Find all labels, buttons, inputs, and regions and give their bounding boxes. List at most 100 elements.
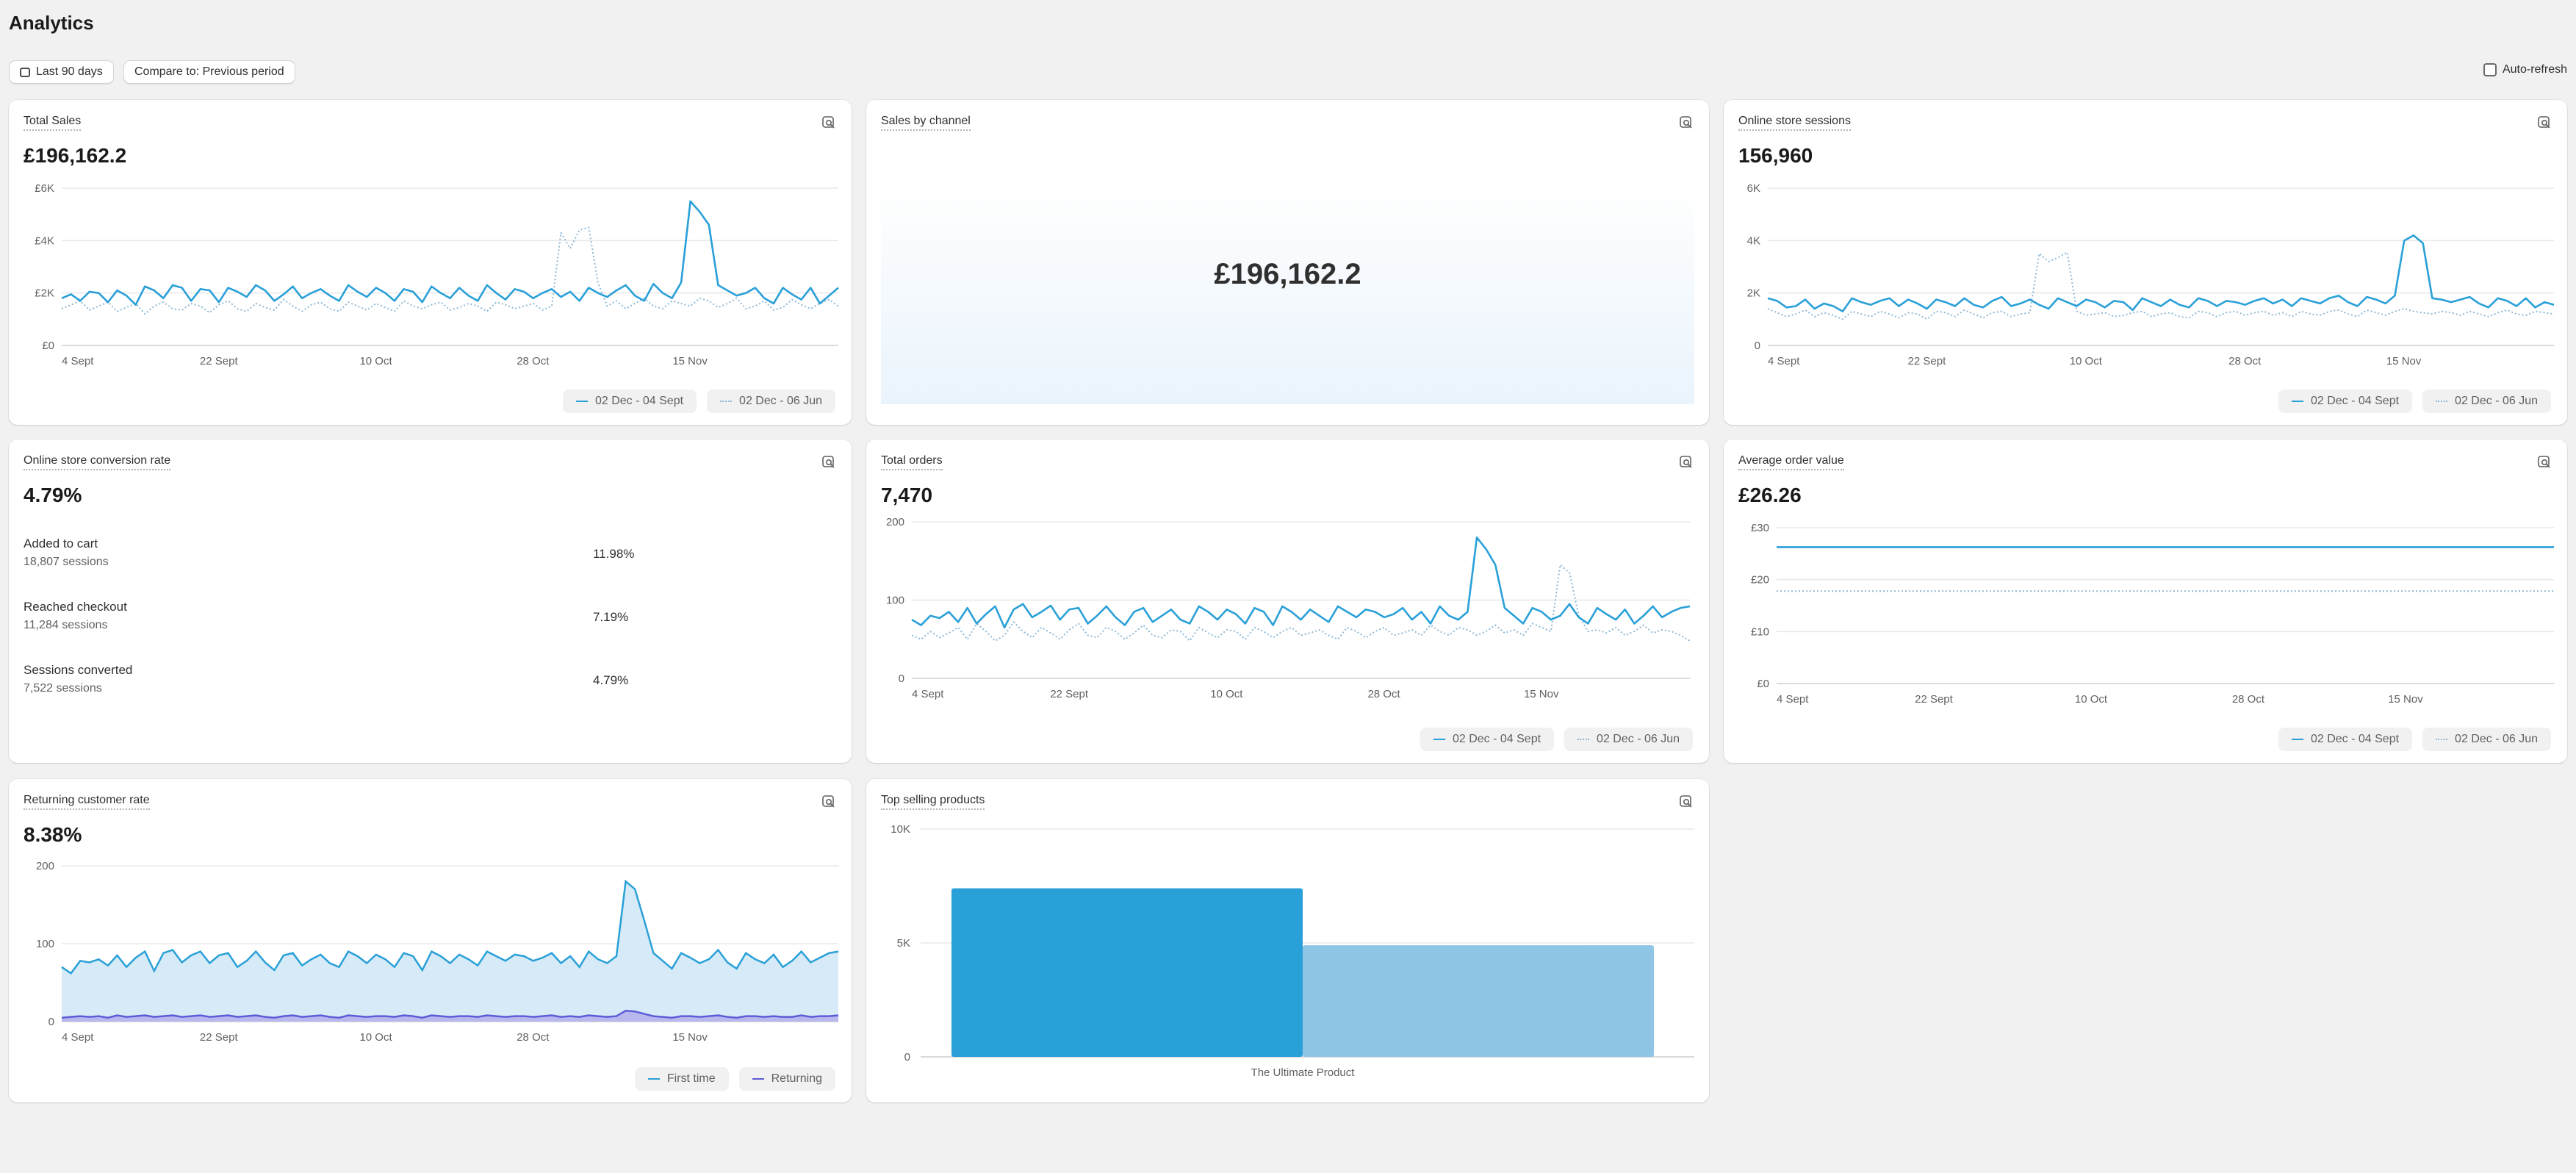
step-rate: 11.98% xyxy=(593,547,635,561)
card-title[interactable]: Sales by channel xyxy=(881,115,971,131)
legend-swatch xyxy=(647,1078,660,1080)
legend-swatch xyxy=(2436,739,2448,740)
x-tick-label: 15 Nov xyxy=(672,355,708,367)
aov-chart: £0 £10 £20 £30 4 Sept 22 Sept 10 Oct 28 Oct 15 N… xyxy=(1751,522,2554,706)
step-sessions: 18,807 sessions xyxy=(24,556,109,568)
card-total-orders: Total orders 7,470 0 100 200 4 Sept 22 Sept 1… xyxy=(866,440,1709,763)
legend-item-current[interactable]: 02 Dec - 04 Sept xyxy=(2278,728,2413,751)
x-tick-label: 28 Oct xyxy=(2232,693,2265,706)
legend-item-previous[interactable]: 02 Dec - 06 Jun xyxy=(2422,728,2551,751)
y-tick-label: 6K xyxy=(1747,182,1760,195)
legend-label: 02 Dec - 06 Jun xyxy=(2455,395,2538,407)
y-tick-label: £0 xyxy=(1757,678,1769,690)
explore-icon[interactable] xyxy=(1680,456,1693,469)
legend-swatch xyxy=(2436,401,2448,402)
legend-item-first-time[interactable]: First time xyxy=(634,1067,729,1091)
compare-label: Compare to: Previous period xyxy=(134,65,284,78)
x-tick-label: 10 Oct xyxy=(1210,688,1243,700)
returning-line xyxy=(61,1009,839,1019)
current-series-line xyxy=(61,200,839,306)
step-label: Reached checkout xyxy=(24,600,127,614)
y-tick-label: 0 xyxy=(904,1051,910,1063)
y-tick-label: 4K xyxy=(1747,234,1760,247)
channel-total-value: £196,162.2 xyxy=(1214,258,1361,290)
y-tick-label: 0 xyxy=(899,672,904,685)
explore-icon[interactable] xyxy=(2538,116,2551,129)
y-tick-label: £30 xyxy=(1751,522,1769,534)
x-tick-label: 4 Sept xyxy=(1768,355,1800,367)
step-rate: 4.79% xyxy=(593,673,629,687)
card-title[interactable]: Average order value xyxy=(1738,454,1844,470)
y-tick-label: 200 xyxy=(886,516,904,528)
x-tick-label: 28 Oct xyxy=(1367,688,1400,700)
funnel-step-added-to-cart: Added to cart 18,807 sessions xyxy=(24,537,109,569)
x-tick-label: 22 Sept xyxy=(1908,355,1947,367)
metric-value: 156,960 xyxy=(1738,144,1813,167)
explore-icon[interactable] xyxy=(822,116,835,129)
legend-label: 02 Dec - 06 Jun xyxy=(2455,733,2538,745)
card-sales-by-channel: Sales by channel £196,162.2 xyxy=(866,100,1709,425)
legend-item-current[interactable]: 02 Dec - 04 Sept xyxy=(562,390,697,413)
card-title[interactable]: Online store conversion rate xyxy=(24,454,171,470)
auto-refresh-toggle[interactable]: Auto-refresh xyxy=(2483,63,2567,76)
y-tick-label: £0 xyxy=(42,340,54,352)
card-total-sales: Total Sales £196,162.2 £0 £2K £4K £6K 4 Sept… xyxy=(9,100,852,425)
card-title[interactable]: Returning customer rate xyxy=(24,794,150,810)
legend-swatch xyxy=(752,1078,764,1080)
card-title[interactable]: Online store sessions xyxy=(1738,115,1851,131)
x-tick-label: 10 Oct xyxy=(2070,355,2103,367)
date-range-button[interactable]: Last 90 days xyxy=(9,60,114,84)
card-title[interactable]: Total orders xyxy=(881,454,943,470)
x-tick-label: 10 Oct xyxy=(359,1031,392,1044)
y-tick-label: £10 xyxy=(1751,625,1769,638)
auto-refresh-checkbox[interactable] xyxy=(2483,63,2497,76)
y-tick-label: 2K xyxy=(1747,287,1760,300)
card-title[interactable]: Total Sales xyxy=(24,115,82,131)
metric-value: £196,162.2 xyxy=(24,144,127,167)
y-tick-label: 200 xyxy=(36,860,54,872)
y-tick-label: £4K xyxy=(35,234,54,247)
funnel-step-reached-checkout: Reached checkout 11,284 sessions xyxy=(24,600,127,632)
step-sessions: 11,284 sessions xyxy=(24,619,108,631)
legend-item-previous[interactable]: 02 Dec - 06 Jun xyxy=(2422,390,2551,413)
legend-label: 02 Dec - 04 Sept xyxy=(2310,733,2400,745)
y-tick-label: 0 xyxy=(1755,340,1760,352)
x-tick-label: 28 Oct xyxy=(517,1031,550,1044)
metric-value: 4.79% xyxy=(24,484,82,506)
legend-swatch xyxy=(720,401,733,402)
explore-icon[interactable] xyxy=(822,456,835,469)
date-range-label: Last 90 days xyxy=(36,65,103,78)
returning-area xyxy=(62,1011,838,1022)
x-tick-label: 22 Sept xyxy=(200,1031,239,1044)
legend-item-current[interactable]: 02 Dec - 04 Sept xyxy=(1420,728,1555,751)
explore-icon[interactable] xyxy=(1680,116,1693,129)
explore-icon[interactable] xyxy=(2538,456,2551,469)
legend-item-previous[interactable]: 02 Dec - 06 Jun xyxy=(707,390,835,413)
metric-value: £26.26 xyxy=(1738,484,1802,506)
card-conversion-rate: Online store conversion rate 4.79% Added… xyxy=(9,440,852,763)
legend-label: 02 Dec - 04 Sept xyxy=(594,395,684,407)
legend-label: 02 Dec - 06 Jun xyxy=(739,395,822,407)
x-tick-label: 4 Sept xyxy=(1777,693,1809,706)
y-tick-label: 10K xyxy=(891,823,910,836)
x-tick-label: 15 Nov xyxy=(2388,693,2423,706)
total-sales-chart: £0 £2K £4K £6K 4 Sept 22 Sept 10 Oct 28 Oct 15 N… xyxy=(35,182,839,367)
product-bar-previous[interactable] xyxy=(1303,945,1654,1057)
explore-icon[interactable] xyxy=(1680,795,1693,808)
legend-item-returning[interactable]: Returning xyxy=(738,1067,835,1091)
x-tick-label: 15 Nov xyxy=(2386,355,2422,367)
card-top-selling-products: Top selling products 0 5K 10K The Ultimate … xyxy=(866,779,1709,1102)
funnel-step-sessions-converted: Sessions converted 7,522 sessions xyxy=(24,663,132,695)
legend-label: Returning xyxy=(771,1072,822,1085)
total-orders-chart: 0 100 200 4 Sept 22 Sept 10 Oct 28 Oct 15 Nov xyxy=(886,516,1691,700)
card-title[interactable]: Top selling products xyxy=(881,794,985,810)
first-time-line xyxy=(61,879,839,975)
product-bar-current[interactable] xyxy=(951,888,1303,1057)
legend-item-current[interactable]: 02 Dec - 04 Sept xyxy=(2278,390,2413,413)
compare-button[interactable]: Compare to: Previous period xyxy=(123,60,295,84)
explore-icon[interactable] xyxy=(822,795,835,808)
y-tick-label: 100 xyxy=(36,938,54,950)
legend-item-previous[interactable]: 02 Dec - 06 Jun xyxy=(1564,728,1693,751)
comparison-series-line xyxy=(61,226,839,315)
y-tick-label: 100 xyxy=(886,595,904,607)
